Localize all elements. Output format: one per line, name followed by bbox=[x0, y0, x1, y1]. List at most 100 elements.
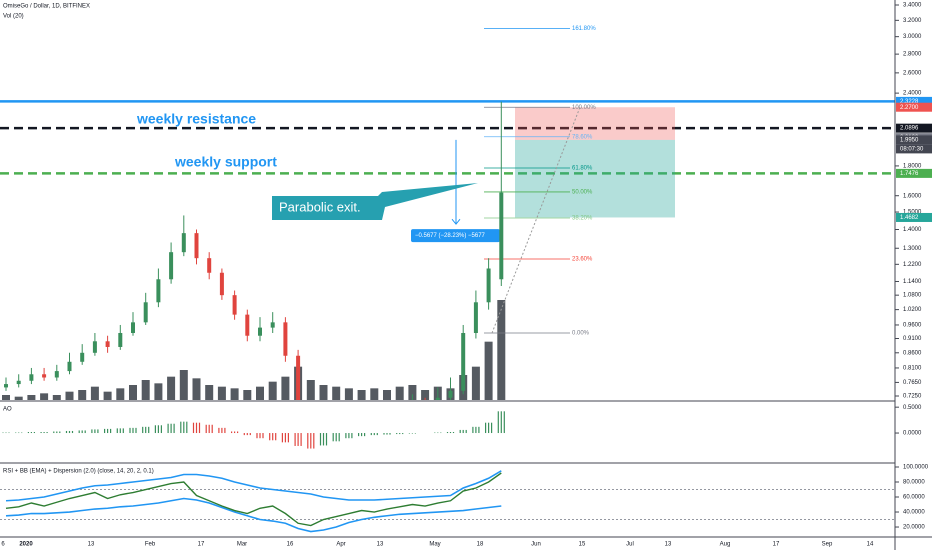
volume-bar bbox=[383, 390, 391, 400]
indicator-panes: 0.5000 0.0000 100.0000 80.0000 60.0000 40.000… bbox=[0, 405, 929, 533]
volume-bar bbox=[370, 388, 379, 400]
candle-body bbox=[156, 279, 161, 303]
candle-body bbox=[219, 272, 224, 296]
y-tick-label: 1.0200 bbox=[903, 307, 922, 313]
volume-label: Vol (20) bbox=[3, 14, 24, 20]
x-tick-label: 15 bbox=[579, 542, 586, 548]
volume-bar bbox=[421, 390, 430, 400]
fib-label: 0.00% bbox=[572, 331, 590, 337]
price-pane: 161.80% 100.00% 78.60% 61.80% 50.00% 38.20% 23… bbox=[0, 26, 895, 400]
rsi-tick-label: 20.0000 bbox=[903, 525, 925, 531]
callout-box bbox=[272, 183, 478, 220]
price-label-box bbox=[896, 135, 932, 145]
x-tick-label: Aug bbox=[720, 542, 731, 548]
candle-body bbox=[207, 258, 212, 273]
volume-bar bbox=[103, 391, 112, 400]
y-tick-label: 0.7250 bbox=[903, 394, 922, 400]
x-tick-label: May bbox=[429, 542, 440, 548]
x-tick-label: Mar bbox=[237, 542, 247, 548]
y-tick-label: 0.7650 bbox=[903, 380, 922, 386]
countdown: 08:07:30 bbox=[900, 146, 924, 152]
annotation: weekly support bbox=[174, 154, 277, 170]
volume-bar bbox=[154, 383, 163, 400]
rsi-tick-label: 100.0000 bbox=[903, 465, 929, 471]
annotation: weekly resistance bbox=[136, 111, 256, 127]
measure-head bbox=[451, 218, 461, 225]
volume-bar bbox=[256, 386, 264, 400]
rsi-values bbox=[5, 472, 502, 527]
candle-body bbox=[131, 322, 135, 333]
x-tick-label: 16 bbox=[287, 542, 294, 548]
volume-bar bbox=[357, 390, 366, 400]
candle-body bbox=[92, 341, 97, 353]
fib-label: 161.80% bbox=[572, 26, 596, 32]
rsi-label: RSI + BB (EMA) + Dispersion (2.0) (close… bbox=[3, 469, 154, 475]
fib-label: 61.80% bbox=[572, 166, 593, 172]
volume-bar bbox=[230, 388, 239, 400]
volume-bar bbox=[243, 390, 252, 400]
candle-body bbox=[499, 192, 504, 280]
x-tick-label: 18 bbox=[477, 542, 484, 548]
candle-body bbox=[80, 352, 85, 362]
candle-body bbox=[169, 252, 174, 280]
fib-label: 38.20% bbox=[572, 216, 593, 222]
candle-body bbox=[296, 355, 301, 400]
measure-label: −0.5677 (−28.23%) −5677 bbox=[415, 233, 486, 239]
y-tick-label: 1.1400 bbox=[903, 279, 922, 285]
price-axis: 3.4000 3.2000 3.0000 2.8000 2.6000 2.4000 1.80… bbox=[895, 3, 932, 400]
fib-trend bbox=[491, 107, 581, 334]
y-tick-label: 0.9100 bbox=[903, 336, 922, 342]
callout-text: Parabolic exit. bbox=[279, 199, 361, 214]
fib-label: 100.00% bbox=[572, 105, 596, 111]
y-tick-label: 0.9600 bbox=[903, 323, 922, 329]
candle-body bbox=[258, 327, 262, 336]
volume-bar bbox=[395, 386, 404, 400]
volume-bar bbox=[471, 366, 480, 400]
candle-body bbox=[245, 314, 250, 336]
price-label-box bbox=[896, 96, 932, 106]
x-tick-label: 17 bbox=[773, 542, 780, 548]
candle-body bbox=[435, 397, 440, 400]
price-label: 2.2700 bbox=[900, 105, 919, 111]
candle-body bbox=[105, 341, 110, 347]
candle-body bbox=[486, 268, 491, 303]
candle-body bbox=[42, 374, 47, 378]
volume-bar bbox=[408, 385, 417, 400]
volume-bar bbox=[192, 378, 201, 400]
price-label: 1.7476 bbox=[900, 171, 919, 177]
candle-body bbox=[29, 374, 34, 381]
volume-bar bbox=[65, 391, 74, 400]
volume-bar bbox=[344, 388, 353, 400]
volume-bar bbox=[141, 380, 150, 400]
candle-body bbox=[4, 384, 8, 388]
price-label-box bbox=[896, 168, 932, 178]
y-tick-label: 3.4000 bbox=[903, 3, 922, 9]
x-tick-label: 13 bbox=[377, 542, 384, 548]
candle-body bbox=[54, 371, 59, 378]
ao-tick-label: 0.5000 bbox=[903, 405, 922, 411]
x-tick-label: Sep bbox=[822, 542, 833, 548]
candle-body bbox=[473, 302, 478, 333]
x-tick-label: Jul bbox=[626, 542, 634, 548]
volume-bar bbox=[27, 395, 36, 400]
y-tick-label: 3.2000 bbox=[903, 18, 922, 24]
candle-body bbox=[270, 322, 275, 328]
y-tick-label: 1.3000 bbox=[903, 246, 922, 252]
price-label: 1.9950 bbox=[900, 137, 919, 143]
y-tick-label: 3.0000 bbox=[903, 34, 922, 40]
y-tick-label: 1.5000 bbox=[903, 210, 922, 216]
ao-tick-label: 0.0000 bbox=[903, 431, 922, 437]
rsi-lower bbox=[5, 497, 502, 533]
volume-bar bbox=[306, 380, 315, 400]
x-tick-label: 14 bbox=[867, 542, 874, 548]
volume-bar bbox=[179, 370, 188, 400]
volume-bar bbox=[268, 381, 277, 400]
position-reward bbox=[515, 139, 675, 218]
y-tick-label: 2.8000 bbox=[903, 52, 922, 58]
price-label: 2.0896 bbox=[900, 126, 919, 132]
y-tick-label: 2.6000 bbox=[903, 70, 922, 76]
volume-bar bbox=[2, 395, 10, 400]
candle-body bbox=[67, 361, 72, 372]
